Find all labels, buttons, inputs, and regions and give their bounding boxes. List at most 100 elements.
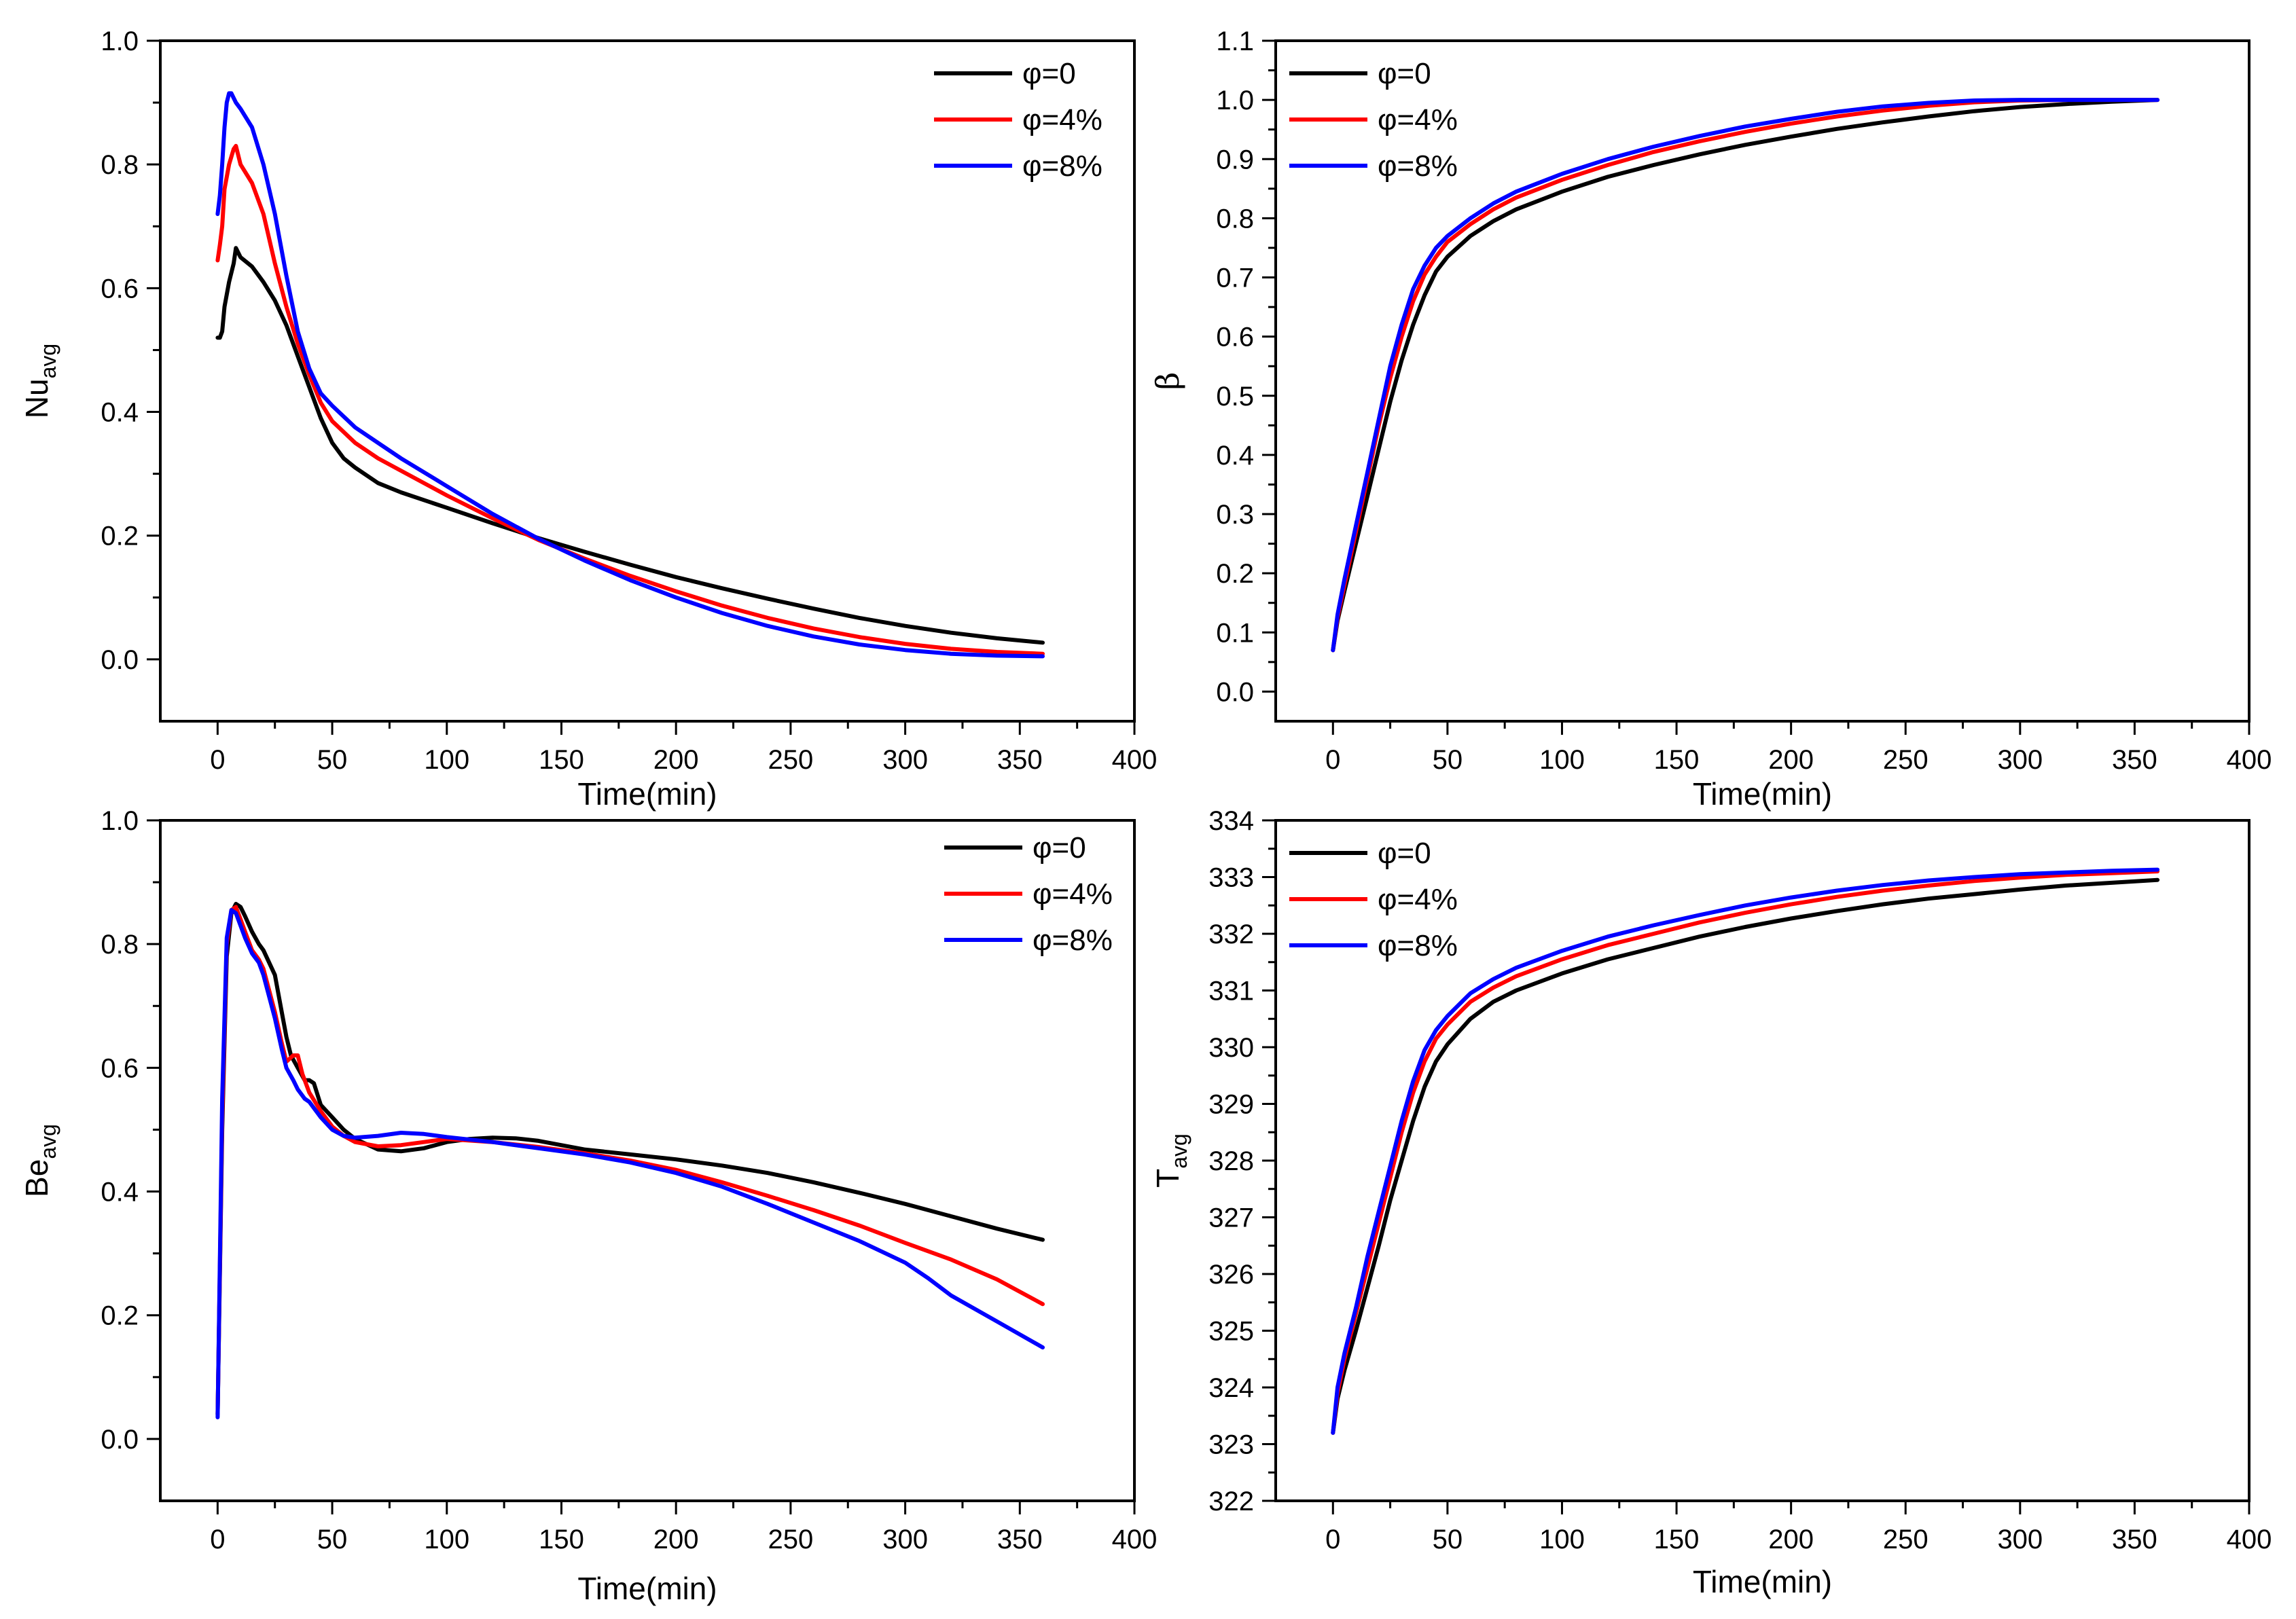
x-tick-label: 100 [1539,745,1585,775]
legend-label: φ=4% [1022,103,1102,137]
y-axis-label: β [1149,372,1186,390]
plot-frame [1274,39,2250,723]
y-tick-label: 0.8 [101,930,139,960]
y-tick-label: 333 [1208,863,1254,893]
x-tick-label: 350 [997,745,1043,775]
x-tick-label: 150 [1654,1525,1700,1554]
x-tick-label: 100 [1539,1525,1585,1554]
x-tick-label: 250 [768,1525,814,1554]
x-axis-label: Time(min) [577,1571,717,1606]
y-tick-label: 0.2 [101,1301,139,1331]
y-tick-label: 0.0 [1216,677,1254,707]
chart-beta: 0 50 100 150 200 250 300 350 400 0.0 0.1 0.2 0.3 0.4 0… [1149,26,2272,812]
series-line-0 [1331,877,2160,1435]
series-line-1 [215,143,1045,656]
y-tick-label: 1.0 [1216,86,1254,115]
x-tick-label: 150 [1654,745,1700,775]
legend-label: φ=8% [1378,149,1458,183]
x-tick-label: 400 [1112,745,1158,775]
legend: φ=0 φ=4% φ=8% [1289,57,1458,183]
y-tick-label: 0.0 [101,1425,139,1455]
x-tick-label: 0 [210,745,225,775]
legend-label: φ=4% [1378,883,1458,916]
y-tick-label: 0.8 [101,150,139,180]
y-tick-label: 0.4 [101,398,139,428]
series-line-1 [1331,869,2160,1435]
legend-label: φ=0 [1378,57,1431,90]
legend: φ=0 φ=4% φ=8% [1289,837,1458,962]
y-tick-label: 0.2 [1216,559,1254,589]
y-tick-label: 326 [1208,1260,1254,1290]
series-line-0 [215,902,1045,1417]
x-tick-label: 50 [1433,1525,1463,1554]
chart-nu: 0 50 100 150 200 250 300 350 400 0.0 0.2 0.4 0.6 0.8 1… [19,26,1157,812]
y-tick-label: 334 [1208,806,1254,836]
y-tick-label: 0.0 [101,645,139,675]
legend: φ=0 φ=4% φ=8% [944,831,1113,957]
y-tick-label: 0.6 [1216,323,1254,352]
legend-label: φ=0 [1378,837,1431,870]
y-tick-label: 0.7 [1216,263,1254,293]
y-tick-label: 0.2 [101,522,139,551]
y-axis-label: Beavg [19,1124,60,1197]
y-tick-label: 0.9 [1216,145,1254,175]
series-line-0 [215,246,1045,645]
x-tick-label: 0 [210,1525,225,1554]
x-tick-label: 0 [1325,1525,1340,1554]
legend-label: φ=8% [1378,929,1458,962]
x-tick-label: 300 [882,745,928,775]
y-tick-label: 323 [1208,1430,1254,1460]
legend-label: φ=4% [1033,877,1113,911]
x-tick-label: 250 [768,745,814,775]
y-tick-label: 1.0 [101,26,139,56]
x-tick-label: 50 [317,1525,348,1554]
x-tick-label: 300 [882,1525,928,1554]
x-tick-label: 300 [1997,745,2043,775]
y-tick-label: 324 [1208,1373,1254,1403]
y-tick-label: 331 [1208,977,1254,1006]
legend-label: φ=0 [1033,831,1086,865]
x-tick-label: 250 [1883,745,1929,775]
legend-label: φ=0 [1022,57,1076,90]
y-tick-label: 328 [1208,1146,1254,1176]
x-axis-label: Time(min) [1693,776,1832,812]
y-tick-label: 0.3 [1216,500,1254,530]
y-tick-label: 327 [1208,1203,1254,1233]
x-tick-label: 50 [1433,745,1463,775]
x-tick-label: 350 [2112,745,2157,775]
x-tick-label: 150 [539,745,584,775]
x-tick-label: 200 [1768,745,1814,775]
x-tick-label: 50 [317,745,348,775]
y-tick-label: 1.0 [101,806,139,836]
y-tick-label: 0.8 [1216,204,1254,234]
series-line-2 [1331,867,2160,1435]
y-tick-label: 0.1 [1216,618,1254,648]
y-tick-label: 329 [1208,1090,1254,1120]
y-tick-label: 332 [1208,920,1254,949]
y-tick-label: 0.5 [1216,382,1254,412]
x-tick-label: 300 [1997,1525,2043,1554]
series-line-2 [215,91,1045,659]
series-line-0 [1331,98,2160,653]
y-tick-label: 0.4 [1216,441,1254,471]
x-tick-label: 100 [424,745,469,775]
x-tick-label: 0 [1325,745,1340,775]
series-line-2 [215,908,1045,1419]
x-tick-label: 100 [424,1525,469,1554]
x-tick-label: 200 [653,1525,699,1554]
y-axis-label: Nuavg [19,344,60,418]
plot-frame [159,819,1136,1502]
y-tick-label: 0.6 [101,274,139,304]
x-tick-label: 350 [2112,1525,2157,1554]
series-line-2 [1331,98,2160,653]
y-tick-label: 330 [1208,1033,1254,1063]
y-tick-label: 325 [1208,1317,1254,1347]
legend-label: φ=4% [1378,103,1458,137]
x-tick-label: 250 [1883,1525,1929,1554]
x-tick-label: 200 [1768,1525,1814,1554]
x-tick-label: 200 [653,745,699,775]
chart-tavg: 0 50 100 150 200 250 300 350 400 322 323 324 325 326 3… [1150,806,2272,1599]
x-tick-label: 400 [1112,1525,1158,1554]
y-tick-label: 0.4 [101,1178,139,1207]
